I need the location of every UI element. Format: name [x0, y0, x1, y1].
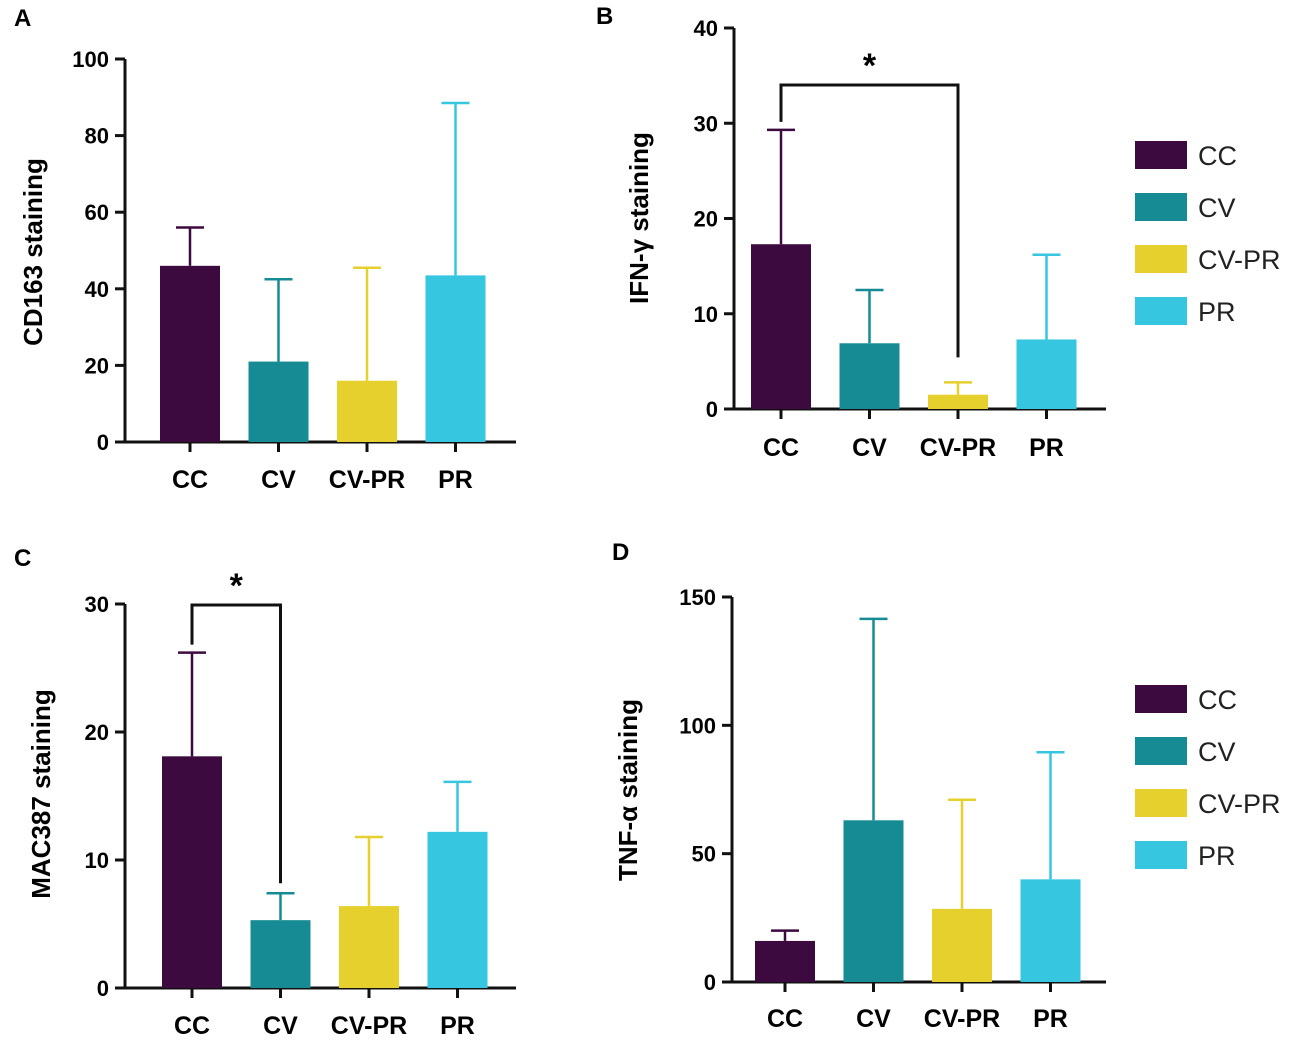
bar-cc: [162, 756, 222, 988]
bar-cv-pr: [337, 380, 397, 442]
legend-swatch-pr: [1135, 841, 1187, 869]
y-tick-label: 10: [85, 848, 109, 873]
y-tick-label: 50: [692, 842, 716, 867]
x-tick-label: PR: [438, 466, 473, 494]
x-tick-label: CC: [763, 434, 799, 462]
bar-pr: [1020, 879, 1081, 982]
legend-label-cv: CV: [1198, 737, 1236, 767]
bar-pr: [427, 831, 488, 988]
legend-swatch-cv-pr: [1135, 245, 1187, 273]
y-tick-label: 10: [694, 302, 718, 327]
x-tick-label: CV-PR: [924, 1005, 1000, 1033]
bar-pr: [425, 275, 486, 442]
legend-swatch-cc: [1135, 685, 1187, 713]
bar-cc: [755, 940, 815, 982]
y-tick-label: 30: [85, 592, 109, 617]
significance-star: *: [863, 47, 877, 85]
legend-label-cc: CC: [1198, 685, 1237, 715]
x-tick-label: CC: [767, 1005, 803, 1033]
x-tick-label: PR: [1029, 434, 1064, 462]
legend-label-cv: CV: [1198, 193, 1236, 223]
significance-bracket: [190, 603, 282, 884]
x-tick-label: CV-PR: [331, 1012, 407, 1040]
bar-cv-pr: [339, 906, 399, 988]
y-tick-label: 40: [85, 277, 109, 302]
y-tick-label: 80: [85, 124, 109, 149]
bar-cv: [843, 820, 904, 982]
y-tick-label: 150: [679, 585, 716, 610]
y-tick-label: 0: [706, 397, 718, 422]
legend-swatch-cv: [1135, 193, 1187, 221]
legend-label-cv-pr: CV-PR: [1198, 789, 1281, 819]
x-tick-label: CV-PR: [329, 466, 405, 494]
x-tick-label: CV: [856, 1005, 891, 1033]
legend-label-pr: PR: [1198, 297, 1236, 327]
legend-label-cc: CC: [1198, 141, 1237, 171]
legend-label-pr: PR: [1198, 841, 1236, 871]
y-tick-label: 20: [85, 720, 109, 745]
y-tick-label: 30: [694, 111, 718, 136]
y-axis-label: MAC387 staining: [26, 689, 56, 899]
panel-letter: C: [14, 545, 31, 572]
x-tick-label: CC: [174, 1012, 210, 1040]
y-tick-label: 40: [694, 16, 718, 41]
y-tick-label: 0: [704, 970, 716, 995]
legend-swatch-cv: [1135, 737, 1187, 765]
x-tick-label: CV-PR: [920, 434, 996, 462]
legend-swatch-cv-pr: [1135, 789, 1187, 817]
bar-pr: [1016, 339, 1077, 409]
x-tick-label: CC: [172, 466, 208, 494]
y-axis-label: TNF-α staining: [613, 699, 643, 881]
y-tick-label: 100: [72, 47, 109, 72]
bar-cv-pr: [928, 394, 988, 409]
y-tick-label: 0: [97, 976, 109, 1001]
y-axis-label: IFN-γ staining: [624, 132, 654, 304]
bar-cv: [250, 920, 311, 988]
x-tick-label: PR: [1033, 1005, 1068, 1033]
y-tick-label: 20: [694, 207, 718, 232]
significance-bracket: [779, 83, 960, 358]
panel-letter: B: [596, 3, 613, 30]
x-tick-label: CV: [261, 466, 296, 494]
y-tick-label: 100: [679, 713, 716, 738]
bar-cv: [839, 343, 900, 409]
bar-cv: [248, 361, 309, 442]
y-axis-label: CD163 staining: [18, 158, 48, 346]
y-tick-label: 60: [85, 200, 109, 225]
legend-label-cv-pr: CV-PR: [1198, 245, 1281, 275]
bar-cc: [751, 244, 811, 409]
panel-letter: D: [612, 539, 629, 566]
x-tick-label: CV: [263, 1012, 298, 1040]
y-tick-label: 20: [85, 353, 109, 378]
bar-cc: [160, 265, 220, 442]
x-tick-label: PR: [440, 1012, 475, 1040]
y-tick-label: 0: [97, 430, 109, 455]
panel-letter: A: [14, 5, 31, 32]
bar-cv-pr: [932, 908, 992, 982]
significance-star: *: [230, 567, 244, 605]
legend-swatch-pr: [1135, 297, 1187, 325]
x-tick-label: CV: [852, 434, 887, 462]
legend-swatch-cc: [1135, 141, 1187, 169]
